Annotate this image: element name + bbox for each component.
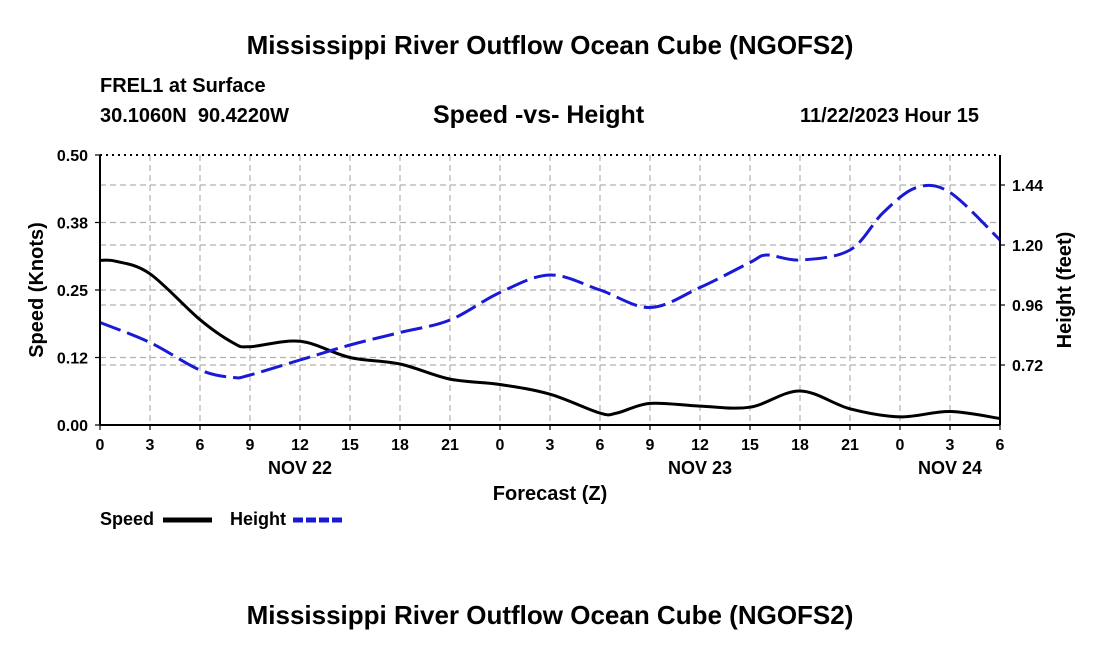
x-tick-label: 3 [546, 437, 555, 454]
y-tick-label-right: 0.72 [1012, 358, 1043, 375]
y-tick-label-left: 0.12 [57, 351, 88, 368]
x-tick-label: 0 [96, 437, 105, 454]
y-tick-label-left: 0.25 [57, 283, 88, 300]
x-tick-label: 21 [841, 437, 859, 454]
coordinates-label: 30.1060N 90.4220W [100, 105, 290, 127]
day-label: NOV 23 [668, 458, 732, 478]
speed-series-line [99, 258, 1001, 420]
x-tick-label: 12 [291, 437, 309, 454]
axes [95, 154, 1005, 430]
day-label: NOV 22 [268, 458, 332, 478]
y-tick-label-right: 1.20 [1012, 238, 1043, 255]
height-series-line [99, 183, 1002, 380]
x-tick-label: 12 [691, 437, 709, 454]
x-tick-label: 6 [996, 437, 1005, 454]
x-tick-label: 6 [596, 437, 605, 454]
chart-subtitle: Speed -vs- Height [433, 101, 645, 129]
x-tick-label: 9 [246, 437, 255, 454]
x-tick-label: 21 [441, 437, 459, 454]
x-tick-label: 3 [146, 437, 155, 454]
y-axis-label-left: Speed (Knots) [26, 222, 48, 358]
x-tick-label: 0 [496, 437, 505, 454]
day-label: NOV 24 [918, 458, 982, 478]
legend-speed-label: Speed [100, 509, 154, 529]
station-label: FREL1 at Surface [100, 75, 266, 97]
chart-title: Mississippi River Outflow Ocean Cube (NG… [246, 30, 854, 60]
x-tick-label: 0 [896, 437, 905, 454]
y-tick-label-right: 1.44 [1012, 178, 1043, 195]
x-tick-label: 15 [741, 437, 759, 454]
tick-labels: 0 3 6 9 12 15 18 21 0 3 6 9 12 15 18 21 0 3 6 NOV 22 NOV 23 N… [57, 148, 1043, 478]
x-axis-label: Forecast (Z) [493, 483, 607, 505]
x-tick-label: 6 [196, 437, 205, 454]
x-tick-label: 18 [791, 437, 809, 454]
y-tick-label-left: 0.50 [57, 148, 88, 165]
x-tick-label: 18 [391, 437, 409, 454]
y-tick-label-left: 0.38 [57, 216, 88, 233]
grid [100, 155, 1000, 425]
x-tick-label: 15 [341, 437, 359, 454]
footer-title: Mississippi River Outflow Ocean Cube (NG… [246, 600, 854, 630]
y-tick-label-right: 0.96 [1012, 298, 1043, 315]
timestamp-label: 11/22/2023 Hour 15 [800, 105, 980, 127]
x-tick-label: 3 [946, 437, 955, 454]
legend: Speed Height [100, 509, 342, 529]
legend-height-label: Height [230, 509, 286, 529]
series-lines [99, 183, 1002, 420]
x-tick-label: 9 [646, 437, 655, 454]
y-tick-label-left: 0.00 [57, 418, 88, 435]
y-axis-label-right: Height (feet) [1054, 232, 1076, 349]
